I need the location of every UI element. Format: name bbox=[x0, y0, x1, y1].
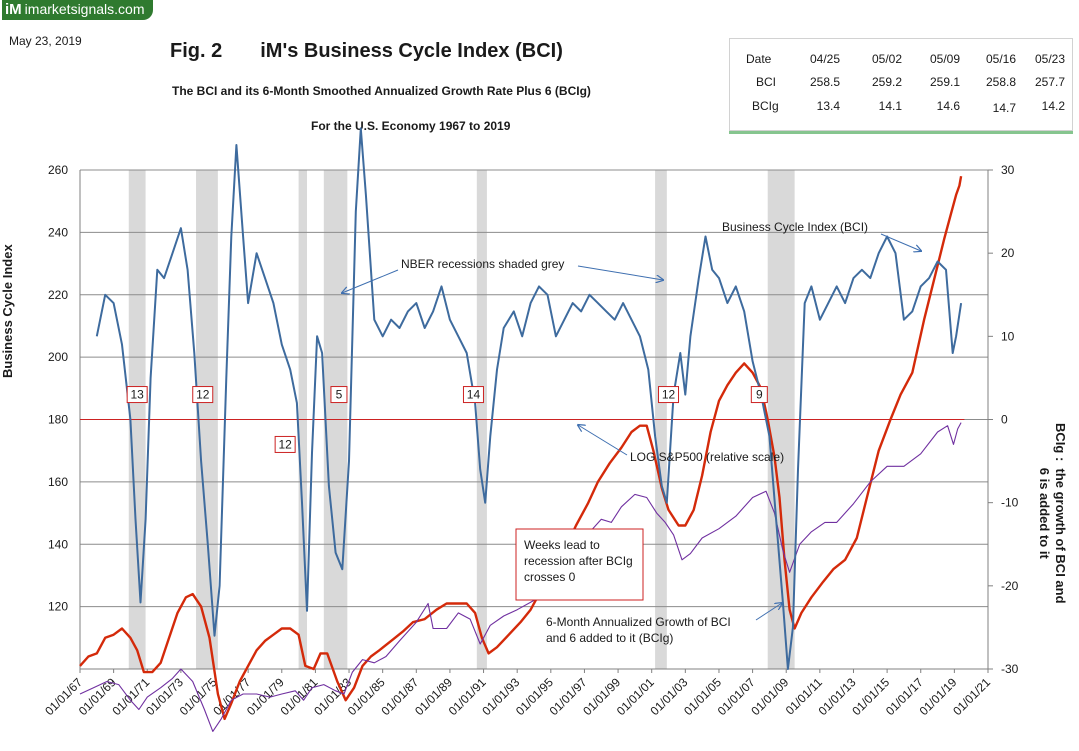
bci-label: Business Cycle Index (BCI) bbox=[722, 220, 868, 234]
y-left-tick-label: 160 bbox=[48, 475, 68, 489]
y-left-tick-label: 120 bbox=[48, 600, 68, 614]
table-cell: 04/25 bbox=[810, 52, 841, 66]
x-tick-label: 01/01/09 bbox=[748, 675, 791, 718]
table-cell: 14.2 bbox=[1041, 99, 1065, 113]
y-left-tick-label: 140 bbox=[48, 537, 68, 551]
logo-mark: iM bbox=[5, 1, 22, 18]
x-tick-label: 01/01/21 bbox=[950, 675, 993, 718]
annotation-arrow bbox=[578, 425, 628, 456]
table-cell: 14.6 bbox=[936, 99, 960, 113]
lead-explainer-line2: recession after BCIg bbox=[524, 554, 633, 568]
lead-explainer-line3: crosses 0 bbox=[524, 570, 576, 584]
site-logo[interactable]: iM imarketsignals.com bbox=[2, 0, 153, 20]
table-row: BCI 258.5 259.2 259.1 258.8 257.7 bbox=[730, 75, 1072, 97]
lead-weeks-box bbox=[126, 386, 148, 404]
figure-label: Fig. 2 bbox=[170, 40, 223, 62]
lead-weeks-label: 14 bbox=[467, 388, 481, 402]
annotation-arrow bbox=[577, 265, 663, 280]
table-row-label: Date bbox=[746, 52, 772, 66]
y-right-tick-label: 20 bbox=[1001, 246, 1015, 260]
y-right-tick-label: 0 bbox=[1001, 413, 1008, 427]
table-cell: 05/09 bbox=[930, 52, 961, 66]
table-cell: 14.1 bbox=[878, 99, 902, 113]
table-cell: 258.8 bbox=[986, 75, 1017, 89]
y-right-tick-label: -20 bbox=[1001, 579, 1019, 593]
y-right-tick-label: 10 bbox=[1001, 329, 1015, 343]
bcig-label-line1: 6-Month Annualized Growth of BCI bbox=[546, 615, 731, 629]
lead-weeks-box bbox=[750, 386, 768, 404]
y-right-tick-label: 30 bbox=[1001, 163, 1015, 177]
y-left-tick-label: 260 bbox=[48, 163, 68, 177]
sp500-line bbox=[79, 422, 962, 732]
table-cell: 14.7 bbox=[992, 101, 1016, 115]
lead-weeks-label: 9 bbox=[756, 388, 763, 402]
lead-weeks-label: 12 bbox=[662, 388, 676, 402]
table-row: Date 04/25 05/02 05/09 05/16 05/23 bbox=[730, 52, 1072, 74]
table-cell: 13.4 bbox=[816, 99, 840, 113]
lead-weeks-label: 13 bbox=[130, 388, 144, 402]
y-left-tick-label: 240 bbox=[48, 225, 68, 239]
table-row-label: BCI bbox=[756, 75, 777, 89]
latest-values-table: Date 04/25 05/02 05/09 05/16 05/23 BCI 2… bbox=[729, 38, 1073, 131]
chart-subtitle: The BCI and its 6-Month Smoothed Annuali… bbox=[172, 84, 591, 98]
lead-weeks-box bbox=[658, 386, 680, 404]
bcig-line bbox=[95, 127, 963, 670]
y-left-tick-label: 180 bbox=[48, 413, 68, 427]
sp500-label: LOG S&P500 (relative scale) bbox=[630, 450, 784, 464]
lead-weeks-label: 12 bbox=[196, 388, 210, 402]
chart-title: Fig. 2 iM's Business Cycle Index (BCI) bbox=[170, 40, 563, 63]
table-cell: 257.7 bbox=[1035, 75, 1066, 89]
bci-line bbox=[79, 175, 963, 721]
title-text: iM's Business Cycle Index (BCI) bbox=[260, 40, 563, 62]
table-cell: 259.2 bbox=[872, 75, 903, 89]
table-cell: 05/16 bbox=[986, 52, 1017, 66]
annotation-arrow bbox=[755, 603, 782, 621]
lead-weeks-box bbox=[462, 386, 484, 404]
lead-explainer-line1: Weeks lead to bbox=[524, 538, 600, 552]
lead-weeks-box bbox=[192, 386, 214, 404]
y-right-tick-label: -30 bbox=[1001, 662, 1019, 676]
table-row-label: BCIg bbox=[752, 99, 779, 113]
table-row: BCIg 13.4 14.1 14.6 14.7 14.2 bbox=[730, 99, 1072, 121]
table-cell: 259.1 bbox=[930, 75, 961, 89]
logo-text: imarketsignals.com bbox=[24, 1, 145, 17]
y-right-tick-label: -10 bbox=[1001, 496, 1019, 510]
nber-label: NBER recessions shaded grey bbox=[401, 257, 564, 271]
y-left-tick-label: 200 bbox=[48, 350, 68, 364]
table-cell: 05/23 bbox=[1035, 52, 1066, 66]
y-left-tick-label: 220 bbox=[48, 288, 68, 302]
bcig-label-line2: and 6 added to it (BCIg) bbox=[546, 631, 673, 645]
annotation-arrow bbox=[880, 233, 921, 251]
lead-explainer-box bbox=[515, 528, 644, 601]
lead-weeks-box bbox=[330, 386, 348, 404]
lead-weeks-box bbox=[274, 435, 296, 453]
table-cell: 258.5 bbox=[810, 75, 841, 89]
lead-weeks-label: 5 bbox=[336, 388, 343, 402]
report-date: May 23, 2019 bbox=[9, 34, 82, 48]
table-cell: 05/02 bbox=[872, 52, 903, 66]
annotation-arrow bbox=[342, 269, 399, 293]
lead-weeks-label: 12 bbox=[278, 437, 292, 451]
